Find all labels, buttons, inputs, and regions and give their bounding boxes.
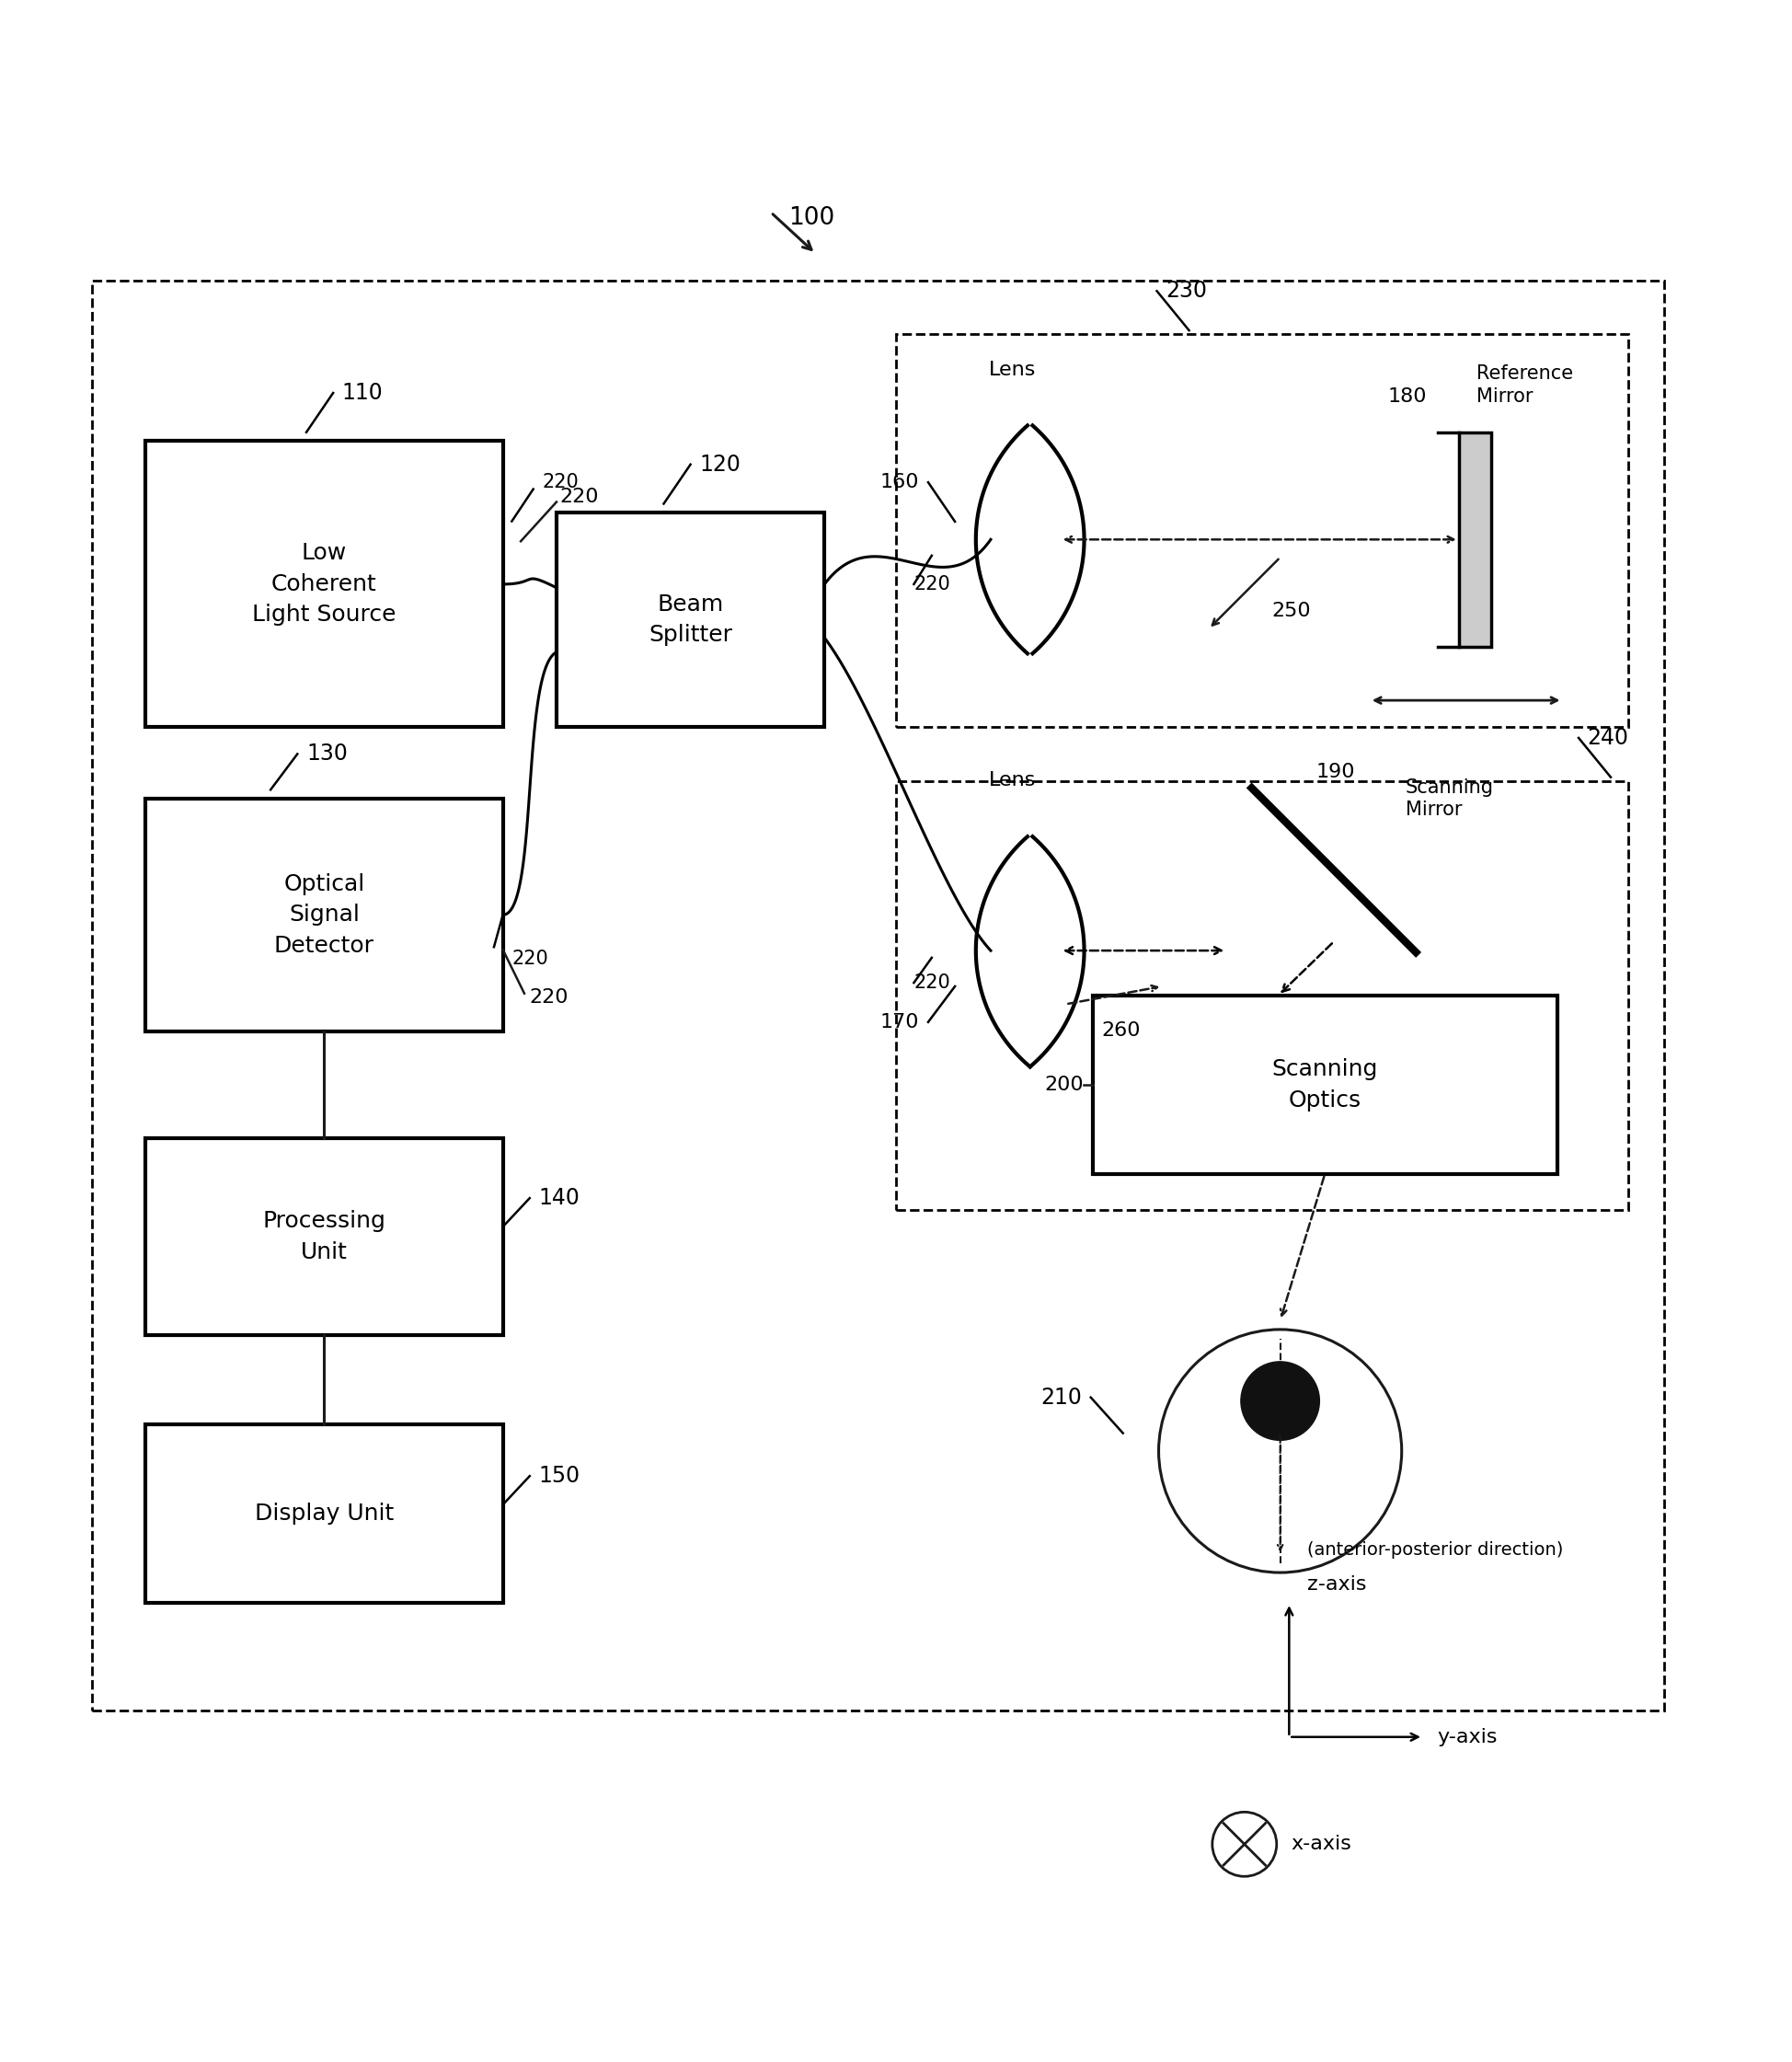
Text: Low
Coherent
Light Source: Low Coherent Light Source	[253, 542, 396, 627]
Text: 120: 120	[699, 454, 740, 476]
Text: 190: 190	[1315, 763, 1355, 781]
Bar	[145, 441, 504, 728]
Text: Optical
Signal
Detector: Optical Signal Detector	[274, 872, 375, 957]
Bar	[896, 781, 1629, 1210]
Text: 260: 260	[1102, 1023, 1140, 1039]
Text: Reference
Mirror: Reference Mirror	[1477, 365, 1573, 406]
Bar	[145, 1138, 504, 1334]
Text: Beam
Splitter: Beam Splitter	[649, 594, 733, 645]
Text: 220: 220	[543, 472, 579, 491]
Text: 220: 220	[530, 988, 568, 1006]
Text: 130: 130	[306, 742, 348, 765]
Bar	[896, 334, 1629, 728]
Text: Scanning
Mirror: Scanning Mirror	[1405, 777, 1493, 819]
Bar	[91, 280, 1665, 1709]
Bar	[145, 1425, 504, 1602]
Text: Display Unit: Display Unit	[254, 1503, 394, 1524]
Text: Lens: Lens	[989, 361, 1036, 379]
Text: Lens: Lens	[989, 771, 1036, 790]
Text: 230: 230	[1167, 280, 1208, 303]
Text: 140: 140	[539, 1188, 581, 1208]
Bar	[557, 513, 824, 728]
Text: 220: 220	[561, 487, 599, 505]
Text: y-axis: y-axis	[1437, 1728, 1498, 1747]
Text: 150: 150	[539, 1464, 581, 1487]
Text: 220: 220	[914, 973, 950, 992]
Bar	[1459, 433, 1491, 647]
Text: 100: 100	[788, 206, 835, 229]
Text: Processing
Unit: Processing Unit	[263, 1210, 385, 1264]
Text: 170: 170	[880, 1012, 919, 1031]
Text: 250: 250	[1271, 602, 1310, 621]
Text: 200: 200	[1045, 1076, 1084, 1093]
Text: (anterior-posterior direction): (anterior-posterior direction)	[1306, 1540, 1563, 1559]
Text: z-axis: z-axis	[1306, 1575, 1366, 1594]
Text: 210: 210	[1041, 1386, 1082, 1408]
Text: 220: 220	[513, 949, 548, 967]
Text: 160: 160	[880, 472, 919, 491]
Bar	[1093, 996, 1557, 1173]
Text: 240: 240	[1588, 726, 1629, 749]
Text: x-axis: x-axis	[1290, 1835, 1351, 1854]
Text: 220: 220	[914, 575, 950, 594]
Circle shape	[1240, 1361, 1319, 1439]
Text: 180: 180	[1387, 388, 1426, 406]
Bar	[145, 798, 504, 1031]
Text: 110: 110	[342, 381, 383, 404]
Text: Scanning
Optics: Scanning Optics	[1272, 1058, 1378, 1111]
